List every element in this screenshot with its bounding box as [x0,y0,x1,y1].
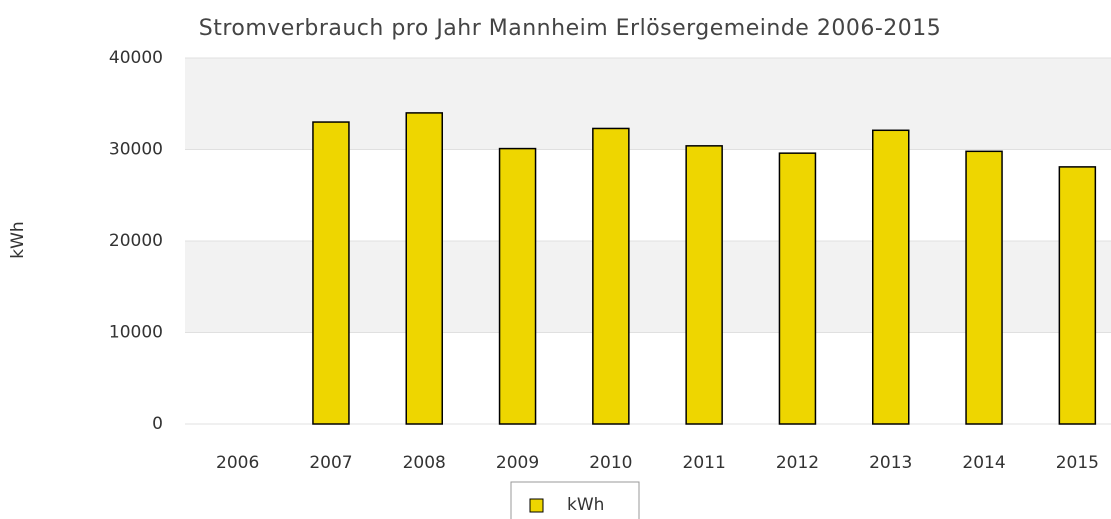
bar [405,112,443,425]
x-tick-label: 2013 [869,453,912,473]
bar [872,129,910,425]
bar [1058,166,1097,425]
legend-label: kWh [567,495,604,515]
x-tick-label: 2011 [683,453,726,473]
bar [592,127,630,425]
y-tick-label: 20000 [109,231,163,251]
x-tick-label: 2008 [403,453,446,473]
bar [965,150,1003,425]
y-axis-label: kWh [8,221,28,258]
bar [685,145,723,425]
x-tick-label: 2009 [496,453,539,473]
chart-title: Stromverbrauch pro Jahr Mannheim Erlöser… [199,16,942,41]
x-tick-label: 2015 [1056,453,1099,473]
bar [498,147,537,425]
x-tick-label: 2010 [589,453,632,473]
y-tick-label: 10000 [109,323,163,343]
legend-swatch [529,498,544,513]
x-tick-label: 2007 [309,453,352,473]
y-tick-label: 30000 [109,140,163,160]
y-tick-label: 40000 [109,48,163,68]
x-tick-label: 2012 [776,453,819,473]
bar [312,121,350,425]
bar [778,152,817,425]
y-tick-label: 0 [152,414,163,434]
x-tick-label: 2014 [962,453,1005,473]
x-tick-label: 2006 [216,453,259,473]
